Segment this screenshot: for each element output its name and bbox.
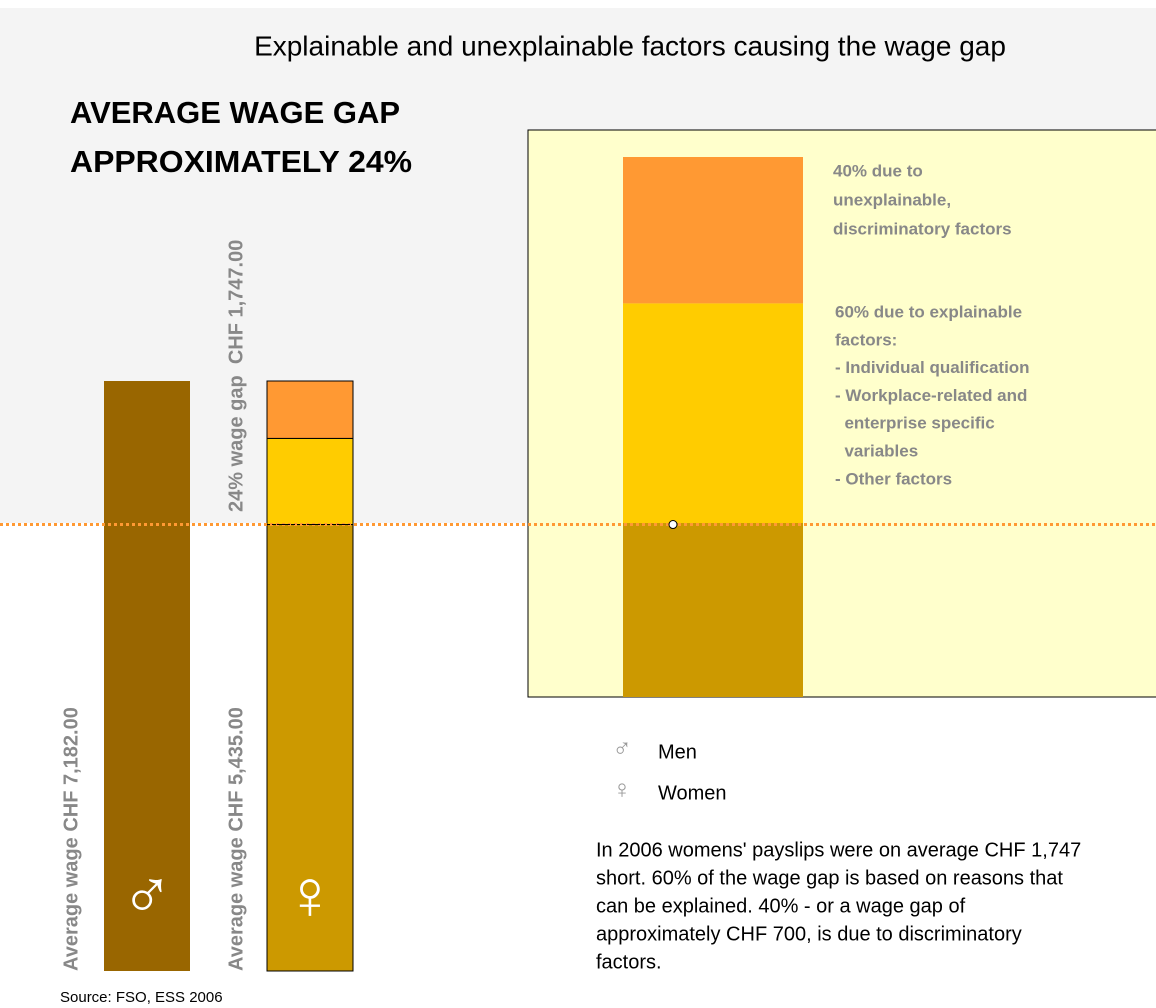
- segment-note: - Individual qualification: [835, 358, 1030, 377]
- segment-note: factors:: [835, 330, 897, 349]
- segment-note: - Workplace-related and: [835, 386, 1027, 405]
- marker: [668, 520, 678, 530]
- segment-note: variables: [835, 441, 918, 460]
- segment-note: - Other factors: [835, 469, 952, 488]
- legend-symbol: ♂: [612, 733, 632, 763]
- segment-note: 40% due to: [833, 161, 923, 180]
- note: approximately CHF 700, is due to discrim…: [596, 923, 1022, 945]
- headline: AVERAGE WAGE GAP: [70, 95, 400, 130]
- value-label: Average wage CHF 7,182.00: [60, 707, 82, 971]
- legend-label: Women: [658, 782, 727, 804]
- segment-note: 60% due to explainable: [835, 302, 1022, 321]
- gap-segment: [266, 380, 354, 439]
- zoom-segment: [623, 303, 803, 523]
- segment-note: enterprise specific: [835, 414, 995, 433]
- zoom-segment: [623, 157, 803, 304]
- note: factors.: [596, 951, 662, 973]
- bar-symbol: ♀: [284, 855, 337, 933]
- note: In 2006 womens' payslips were on average…: [596, 839, 1081, 861]
- segment-note: discriminatory factors: [833, 219, 1012, 238]
- note: short. 60% of the wage gap is based on r…: [596, 867, 1063, 889]
- legend-symbol: ♀: [612, 774, 632, 804]
- zoom-base: [623, 523, 803, 697]
- source: Source: FSO, ESS 2006: [60, 989, 223, 1006]
- value-label: Average wage CHF 5,435.00: [225, 707, 247, 971]
- headline: APPROXIMATELY 24%: [70, 144, 412, 179]
- chart-title: Explainable and unexplainable factors ca…: [254, 30, 1006, 61]
- legend-label: Men: [658, 741, 697, 763]
- gap-segment: [266, 437, 354, 526]
- bar-symbol: ♂: [121, 855, 174, 933]
- note: can be explained. 40% - or a wage gap of: [596, 895, 966, 917]
- gap-label: 24% wage gap CHF 1,747.00: [225, 240, 247, 512]
- bar: [104, 381, 190, 971]
- segment-note: unexplainable,: [833, 190, 951, 209]
